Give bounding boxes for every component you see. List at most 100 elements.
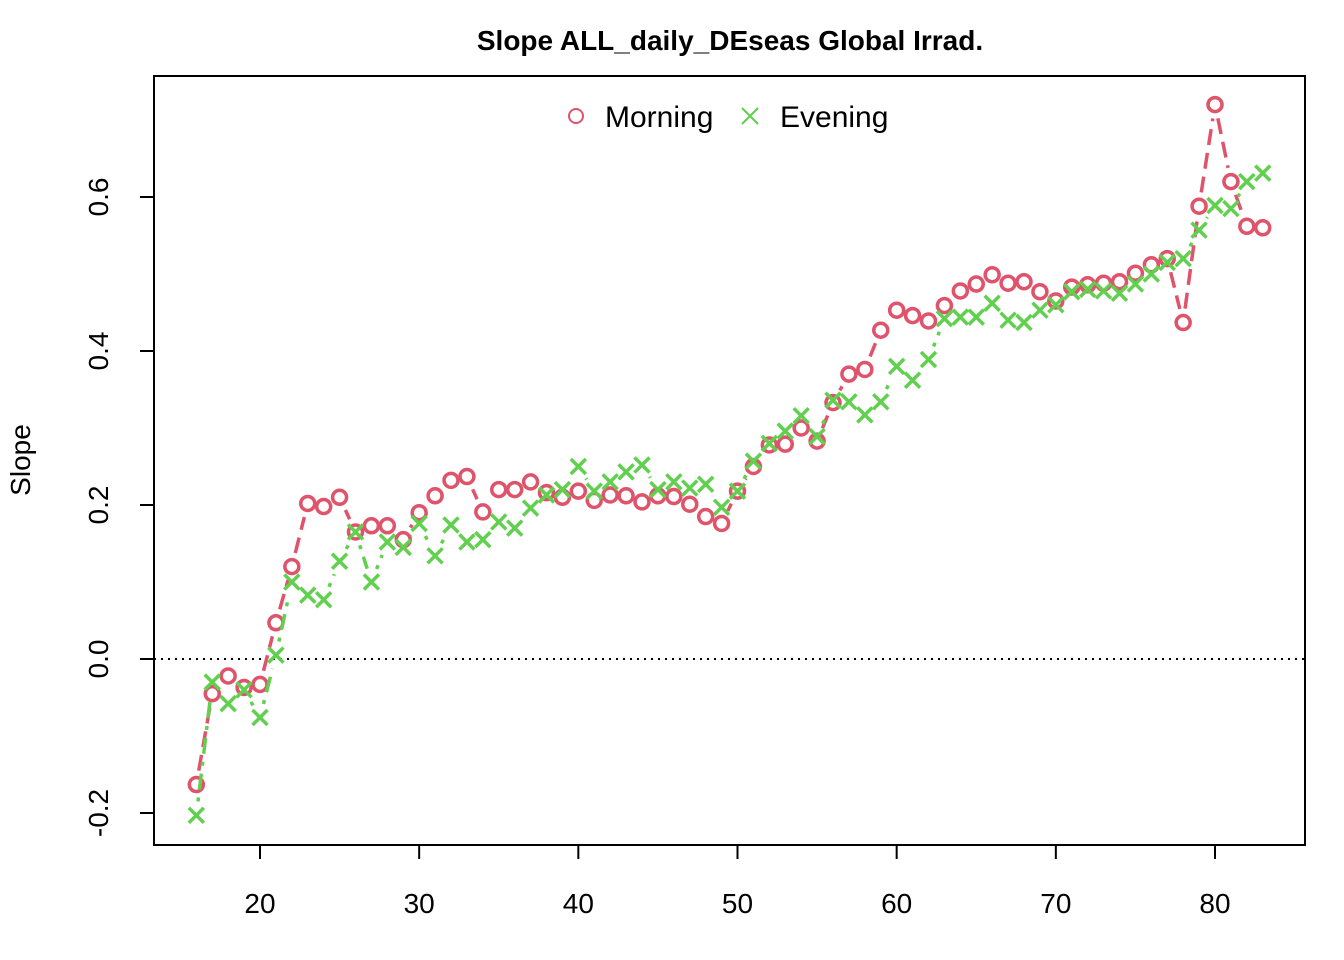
data-point <box>219 694 237 713</box>
data-point <box>1031 301 1049 319</box>
data-point <box>394 538 412 557</box>
series-segment <box>1188 241 1194 248</box>
legend-marker <box>568 108 584 124</box>
x-tick-label: 70 <box>1040 888 1071 919</box>
series-segment <box>471 488 479 500</box>
data-point <box>521 473 540 491</box>
data-point <box>824 393 842 412</box>
data-point <box>1015 313 1033 332</box>
data-point <box>776 435 794 453</box>
legend-label: Evening <box>780 101 888 134</box>
data-point <box>474 503 492 521</box>
series-segment <box>439 536 447 545</box>
data-point <box>1222 172 1240 191</box>
legend: Morning Evening <box>568 101 888 134</box>
legend-marker <box>741 107 759 125</box>
y-tick-label: 0.0 <box>83 640 114 679</box>
data-point <box>1254 219 1272 237</box>
series-segment <box>1236 192 1242 198</box>
chart-title: Slope ALL_daily_DEseas Global Irrad. <box>477 25 983 56</box>
data-point <box>728 482 747 500</box>
series-segment <box>293 516 307 554</box>
x-axis: 20 30 40 50 60 70 80 <box>244 845 1231 919</box>
series-segment <box>821 412 829 425</box>
data-point <box>872 321 890 339</box>
data-point <box>760 436 779 454</box>
data-point <box>346 523 365 541</box>
series-segment <box>1216 117 1230 169</box>
data-point <box>458 467 476 486</box>
data-point <box>696 507 715 526</box>
data-point <box>283 573 301 591</box>
data-point <box>187 775 206 794</box>
data-point <box>824 391 842 410</box>
data-point <box>442 471 460 490</box>
x-tick-label: 50 <box>722 888 753 919</box>
data-point <box>967 275 985 293</box>
data-point <box>346 523 365 541</box>
data-point <box>1158 253 1176 272</box>
series-segment <box>1199 118 1215 193</box>
x-tick-label: 30 <box>404 888 435 919</box>
y-axis-label: Slope <box>5 424 36 496</box>
data-point <box>378 517 397 535</box>
data-point <box>919 312 938 330</box>
data-point <box>649 480 667 499</box>
data-point <box>1238 172 1256 191</box>
data-point <box>712 498 731 517</box>
series-morning <box>187 95 1272 794</box>
series-segment <box>884 378 893 390</box>
data-point <box>1047 296 1065 314</box>
data-point <box>872 393 890 411</box>
data-point <box>235 681 253 699</box>
data-point <box>251 675 269 694</box>
data-point <box>1222 199 1240 218</box>
data-point <box>681 495 699 513</box>
series-segment <box>931 331 941 348</box>
data-point <box>474 530 492 549</box>
data-point <box>1078 280 1097 299</box>
series-segment <box>277 595 291 642</box>
data-point <box>633 456 651 474</box>
data-point <box>887 357 906 376</box>
data-point <box>203 673 221 691</box>
data-point <box>1190 221 1208 239</box>
data-point <box>490 513 508 531</box>
series-segment <box>344 543 351 550</box>
series-evening <box>187 164 1272 825</box>
data-point <box>426 487 444 505</box>
x-tick-label: 80 <box>1199 888 1230 919</box>
data-point <box>760 434 779 453</box>
data-point <box>1126 275 1145 293</box>
data-point <box>1047 292 1065 310</box>
data-point <box>665 487 683 506</box>
series-segment <box>584 477 589 481</box>
data-point <box>665 473 683 491</box>
data-point <box>903 306 922 325</box>
data-point <box>935 296 954 315</box>
data-point <box>314 590 333 609</box>
data-point <box>505 480 524 499</box>
data-point <box>1174 249 1192 268</box>
data-point <box>1254 164 1272 182</box>
data-point <box>617 487 635 505</box>
data-point <box>362 517 381 535</box>
data-point <box>521 499 540 517</box>
series-segment <box>1168 271 1182 310</box>
data-point <box>951 282 970 300</box>
plot-frame <box>153 75 1306 846</box>
data-point <box>1126 264 1145 282</box>
data-point <box>601 473 619 491</box>
data-point <box>601 486 619 504</box>
data-point <box>1110 284 1129 302</box>
data-point <box>569 457 588 476</box>
data-point <box>903 371 922 389</box>
data-point <box>1015 272 1033 291</box>
data-point <box>1063 282 1081 301</box>
data-point <box>1238 217 1256 236</box>
series-segment <box>343 509 352 520</box>
x-tick-label: 40 <box>563 888 594 919</box>
data-point <box>744 452 763 470</box>
data-point <box>251 708 269 727</box>
series-segment <box>374 554 384 570</box>
